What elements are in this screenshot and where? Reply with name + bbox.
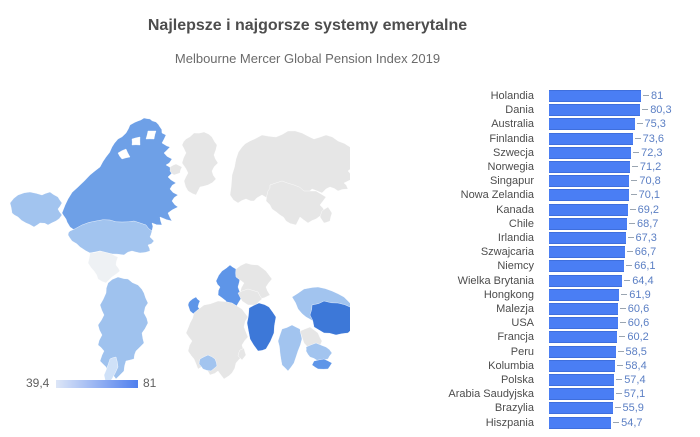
sea_islands bbox=[306, 343, 332, 361]
india bbox=[278, 325, 302, 371]
samerica bbox=[98, 277, 148, 379]
saudi bbox=[247, 303, 276, 351]
africa bbox=[186, 301, 248, 379]
greenland bbox=[182, 132, 218, 195]
iceland bbox=[170, 164, 182, 175]
alaska bbox=[10, 192, 62, 227]
indonesia bbox=[312, 359, 332, 369]
